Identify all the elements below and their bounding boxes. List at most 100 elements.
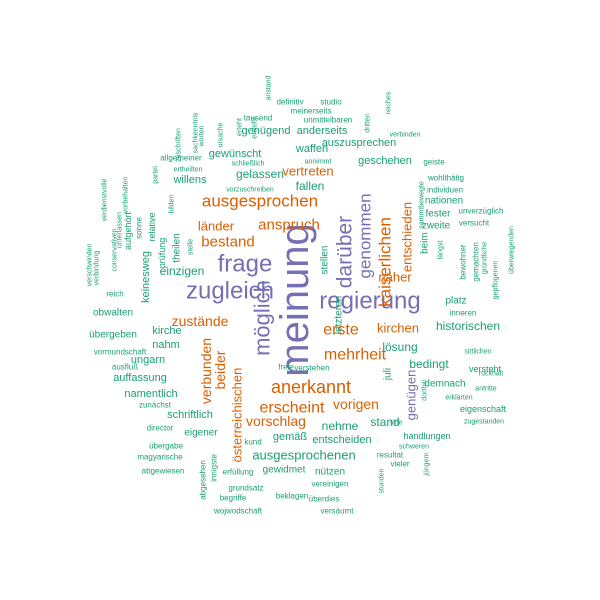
- word-willens: willens: [172, 174, 207, 186]
- word-zunachst: zunächst: [139, 401, 172, 410]
- word-regierung: regierung: [319, 288, 420, 315]
- word-gewidmet: gewidmet: [263, 465, 306, 476]
- word-geschehen: geschehen: [358, 155, 412, 167]
- word-relative: relative: [147, 212, 157, 241]
- word-vorigen: vorigen: [333, 396, 379, 412]
- word-studio: studio: [320, 98, 342, 107]
- word-sonne: sonne: [135, 217, 144, 239]
- word-ruckhalt: rückhalt: [479, 371, 504, 378]
- word-grundsatz: grundsatz: [228, 484, 263, 493]
- word-ausgesprochen: ausgesprochen: [202, 192, 318, 211]
- word-reich: reich: [106, 290, 123, 299]
- word-handlungen: handlungen: [403, 431, 450, 441]
- word-erste: erste: [323, 322, 359, 339]
- word-stelle: stelle: [188, 239, 195, 255]
- word-schriftlich: schriftlich: [167, 409, 213, 421]
- word-reiches: reiches: [386, 91, 393, 114]
- word-aufgehort: aufgehört: [123, 211, 133, 250]
- word-auszusprechen: auszusprechen: [322, 137, 397, 149]
- word-kaiserlichen: kaiserlichen: [376, 217, 395, 307]
- word-resultat: resultat: [377, 451, 404, 460]
- word-anerkannt: anerkannt: [271, 377, 351, 397]
- word-bewohner: bewohner: [459, 244, 468, 279]
- word-vormundschaft: vormundschaft: [94, 348, 147, 357]
- word-sachkenntnis: sachkenntnis: [193, 112, 200, 153]
- word-stunden: stunden: [379, 468, 386, 493]
- word-verbinden: verbinden: [390, 132, 421, 139]
- word-meinerseits: meinerseits: [291, 107, 332, 116]
- word-erfullung: erfüllung: [223, 468, 254, 477]
- word-conservativen: conservativen: [112, 228, 119, 271]
- word-kirchen: kirchen: [377, 321, 419, 336]
- word-stand: stand: [370, 415, 399, 429]
- word-frage: frage: [218, 251, 273, 278]
- word-ursache: ursache: [218, 122, 225, 147]
- word-vorschlag: vorschlag: [246, 413, 306, 429]
- word-uberdies: überdies: [309, 495, 340, 504]
- word-vertreten: vertreten: [282, 164, 333, 179]
- word-sine: sine: [390, 420, 403, 427]
- word-nehme: nehme: [322, 419, 359, 433]
- word-director: director: [147, 424, 174, 433]
- word-beklagen: beklagen: [276, 492, 308, 501]
- word-sittlichen: sittlichen: [464, 349, 491, 356]
- word-fallen: fallen: [296, 179, 325, 193]
- word-anspruch: anspruch: [258, 217, 320, 234]
- word-ubergabe: übergabe: [149, 442, 183, 451]
- word-beider: beider: [212, 350, 228, 389]
- word-naher: näher: [378, 270, 412, 285]
- word-keinesweg: keinesweg: [140, 251, 152, 303]
- word-verbindung: verbindung: [94, 251, 101, 286]
- word-worten: worten: [199, 125, 206, 147]
- word-freie: freie: [278, 363, 294, 372]
- word-verschwinden: verschwinden: [87, 243, 94, 286]
- word-stellen: stellen: [320, 246, 331, 275]
- word-gemass: gemäß: [273, 431, 308, 443]
- word-individuen: individuen: [427, 186, 463, 195]
- word-theilen: theilen: [172, 233, 183, 262]
- word-unverzuglich: unverzüglich: [459, 207, 504, 216]
- word-verdienstvolle: verdienstvolle: [102, 178, 109, 221]
- word-sammtbewegte: sammtbewegte: [419, 181, 426, 229]
- word-genommen: genommen: [356, 193, 375, 278]
- word-annimmt: annimmt: [305, 159, 332, 166]
- word-beim: beim: [420, 232, 431, 254]
- word-innigste: innigste: [210, 454, 219, 482]
- word-wohlthatig: wohlthätig: [427, 174, 464, 183]
- word-namentlich: namentlich: [124, 388, 177, 400]
- word-dorthin: dorthin: [422, 379, 429, 401]
- word-vorzuschreiben: vorzuschreiben: [226, 187, 274, 194]
- word-mehrheit: mehrheit: [324, 347, 387, 364]
- word-dritten: dritten: [365, 113, 372, 133]
- word-waffen: waffen: [295, 143, 328, 155]
- word-verstehen: verstehen: [294, 364, 329, 373]
- word-gewunscht: gewünscht: [209, 148, 262, 160]
- word-gepflogenen: gepflogenen: [493, 261, 500, 300]
- word-fester: fester: [425, 209, 451, 220]
- word-gemachten: gemachten: [472, 242, 481, 282]
- word-nutzen: nützen: [315, 467, 345, 478]
- word-entschieden: entschieden: [400, 202, 415, 272]
- word-juli: juli: [383, 368, 394, 381]
- word-langst: längst: [438, 241, 445, 260]
- word-kirche: kirche: [152, 325, 181, 337]
- word-bestand: bestand: [201, 234, 254, 251]
- word-abgewiesen: abgewiesen: [142, 467, 185, 476]
- word-erklarten: erklärten: [445, 395, 472, 402]
- word-gelassen: gelassen: [236, 167, 284, 181]
- word-genugen: genügen: [404, 370, 419, 421]
- word-grundliche: gründliche: [482, 242, 489, 274]
- word-obwalten: obwalten: [93, 308, 133, 319]
- word-inneren: inneren: [450, 309, 477, 318]
- word-zweite: zweite: [422, 221, 451, 232]
- word-daruber: darüber: [334, 216, 357, 288]
- word-platz: platz: [445, 296, 466, 307]
- word-vereinigen: vereinigen: [312, 480, 349, 489]
- word-unmittelbaren: unmittelbaren: [304, 116, 352, 125]
- word-eigener: eigener: [184, 428, 218, 439]
- word-meinung: meinung: [273, 223, 317, 376]
- word-zuschriften: zuschriften: [176, 128, 183, 162]
- word-osterreichischen: österreichischen: [230, 368, 245, 463]
